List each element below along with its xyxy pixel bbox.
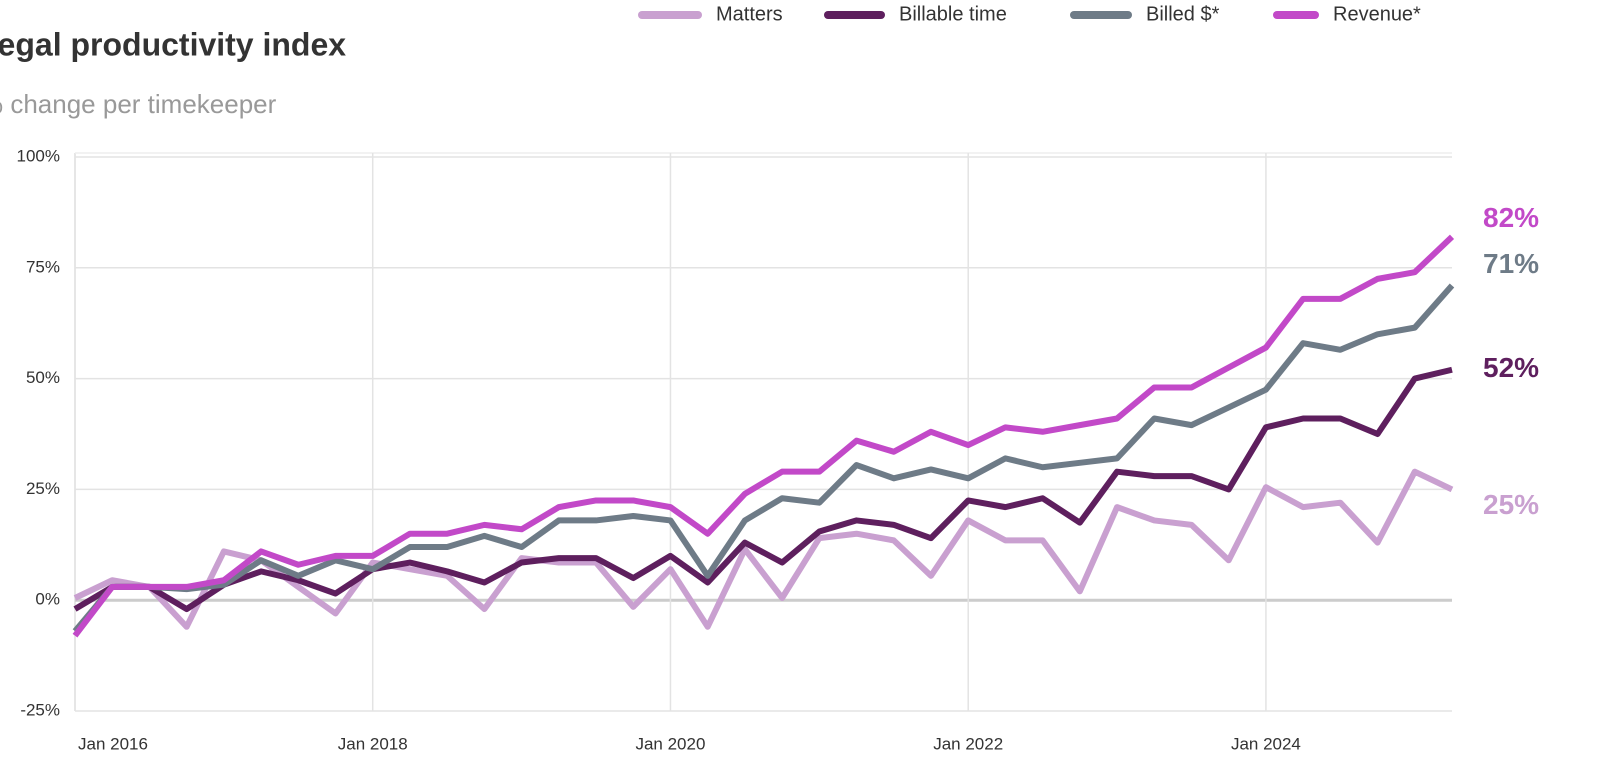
y-tick-label: 50% <box>26 368 60 387</box>
end-label: 82% <box>1483 202 1539 233</box>
legend-label: Revenue* <box>1333 3 1421 25</box>
series-line <box>73 366 1453 613</box>
y-tick-label: 0% <box>35 590 60 609</box>
series-line <box>72 283 1455 634</box>
chart-subtitle: % change per timekeeper <box>0 89 277 119</box>
x-tick-label: Jan 2018 <box>338 734 408 753</box>
x-tick-label: Jan 2022 <box>933 734 1003 753</box>
end-label: 52% <box>1483 352 1539 383</box>
chart-title: Legal productivity index <box>0 26 346 62</box>
x-tick-label: Jan 2016 <box>78 734 148 753</box>
legend-label: Matters <box>716 3 783 25</box>
series-line <box>73 468 1454 630</box>
x-tick-label: Jan 2024 <box>1231 734 1301 753</box>
end-label: 71% <box>1483 248 1539 279</box>
series-line <box>72 234 1455 638</box>
end-label: 25% <box>1483 489 1539 520</box>
x-tick-label: Jan 2020 <box>635 734 705 753</box>
y-tick-label: 100% <box>17 146 60 165</box>
legend-label: Billable time <box>899 3 1007 25</box>
y-tick-label: 75% <box>26 257 60 276</box>
y-tick-label: -25% <box>20 700 60 719</box>
y-tick-label: 25% <box>26 479 60 498</box>
legend-label: Billed $* <box>1146 3 1220 25</box>
